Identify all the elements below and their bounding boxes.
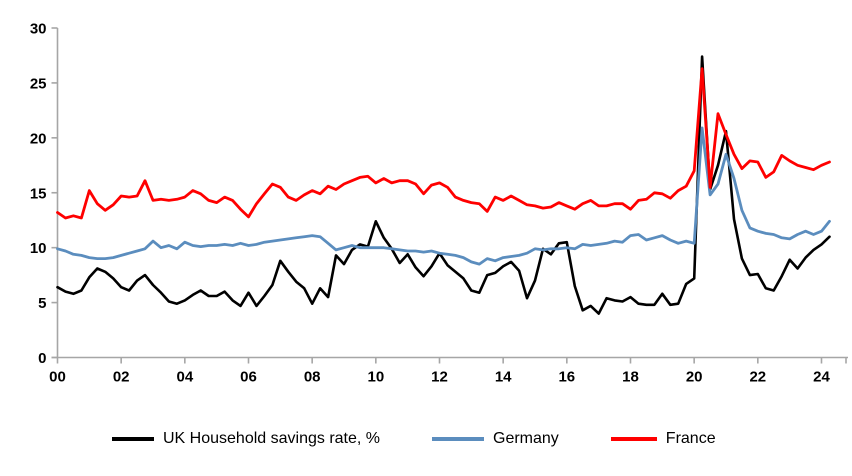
y-axis-label: 20 bbox=[30, 130, 47, 147]
x-axis-label: 22 bbox=[749, 369, 766, 386]
uk-legend-label: UK Household savings rate, % bbox=[163, 430, 380, 447]
chart-legend: UK Household savings rate, % Germany Fra… bbox=[112, 430, 716, 448]
y-axis-label: 0 bbox=[38, 350, 46, 367]
y-axis-label: 30 bbox=[30, 21, 47, 38]
x-axis-label: 24 bbox=[813, 369, 830, 386]
x-axis-label: 16 bbox=[558, 369, 575, 386]
x-axis-label: 10 bbox=[367, 369, 384, 386]
x-axis-label: 18 bbox=[622, 369, 639, 386]
legend-item-germany: Germany bbox=[432, 430, 559, 448]
x-axis-label: 06 bbox=[240, 369, 257, 386]
x-axis-label: 20 bbox=[686, 369, 703, 386]
germany-savings-line bbox=[56, 126, 831, 266]
germany-line-swatch bbox=[432, 437, 484, 441]
legend-item-uk: UK Household savings rate, % bbox=[112, 430, 380, 448]
x-axis-label: 14 bbox=[495, 369, 512, 386]
x-axis-label: 04 bbox=[176, 369, 193, 386]
x-axis-label: 08 bbox=[304, 369, 321, 386]
france-line-swatch bbox=[610, 437, 657, 441]
y-axis-label: 10 bbox=[30, 240, 47, 257]
france-savings-line bbox=[56, 67, 831, 220]
uk-line-swatch bbox=[112, 437, 154, 441]
germany-legend-label: Germany bbox=[493, 430, 559, 447]
x-axis-label: 00 bbox=[49, 369, 66, 386]
france-legend-label: France bbox=[665, 430, 716, 447]
y-axis-label: 5 bbox=[38, 295, 46, 312]
legend-item-france: France bbox=[610, 430, 716, 448]
y-axis-label: 25 bbox=[30, 75, 47, 92]
x-axis-label: 12 bbox=[431, 369, 448, 386]
y-axis-label: 15 bbox=[30, 185, 47, 202]
x-axis-label: 02 bbox=[113, 369, 130, 386]
